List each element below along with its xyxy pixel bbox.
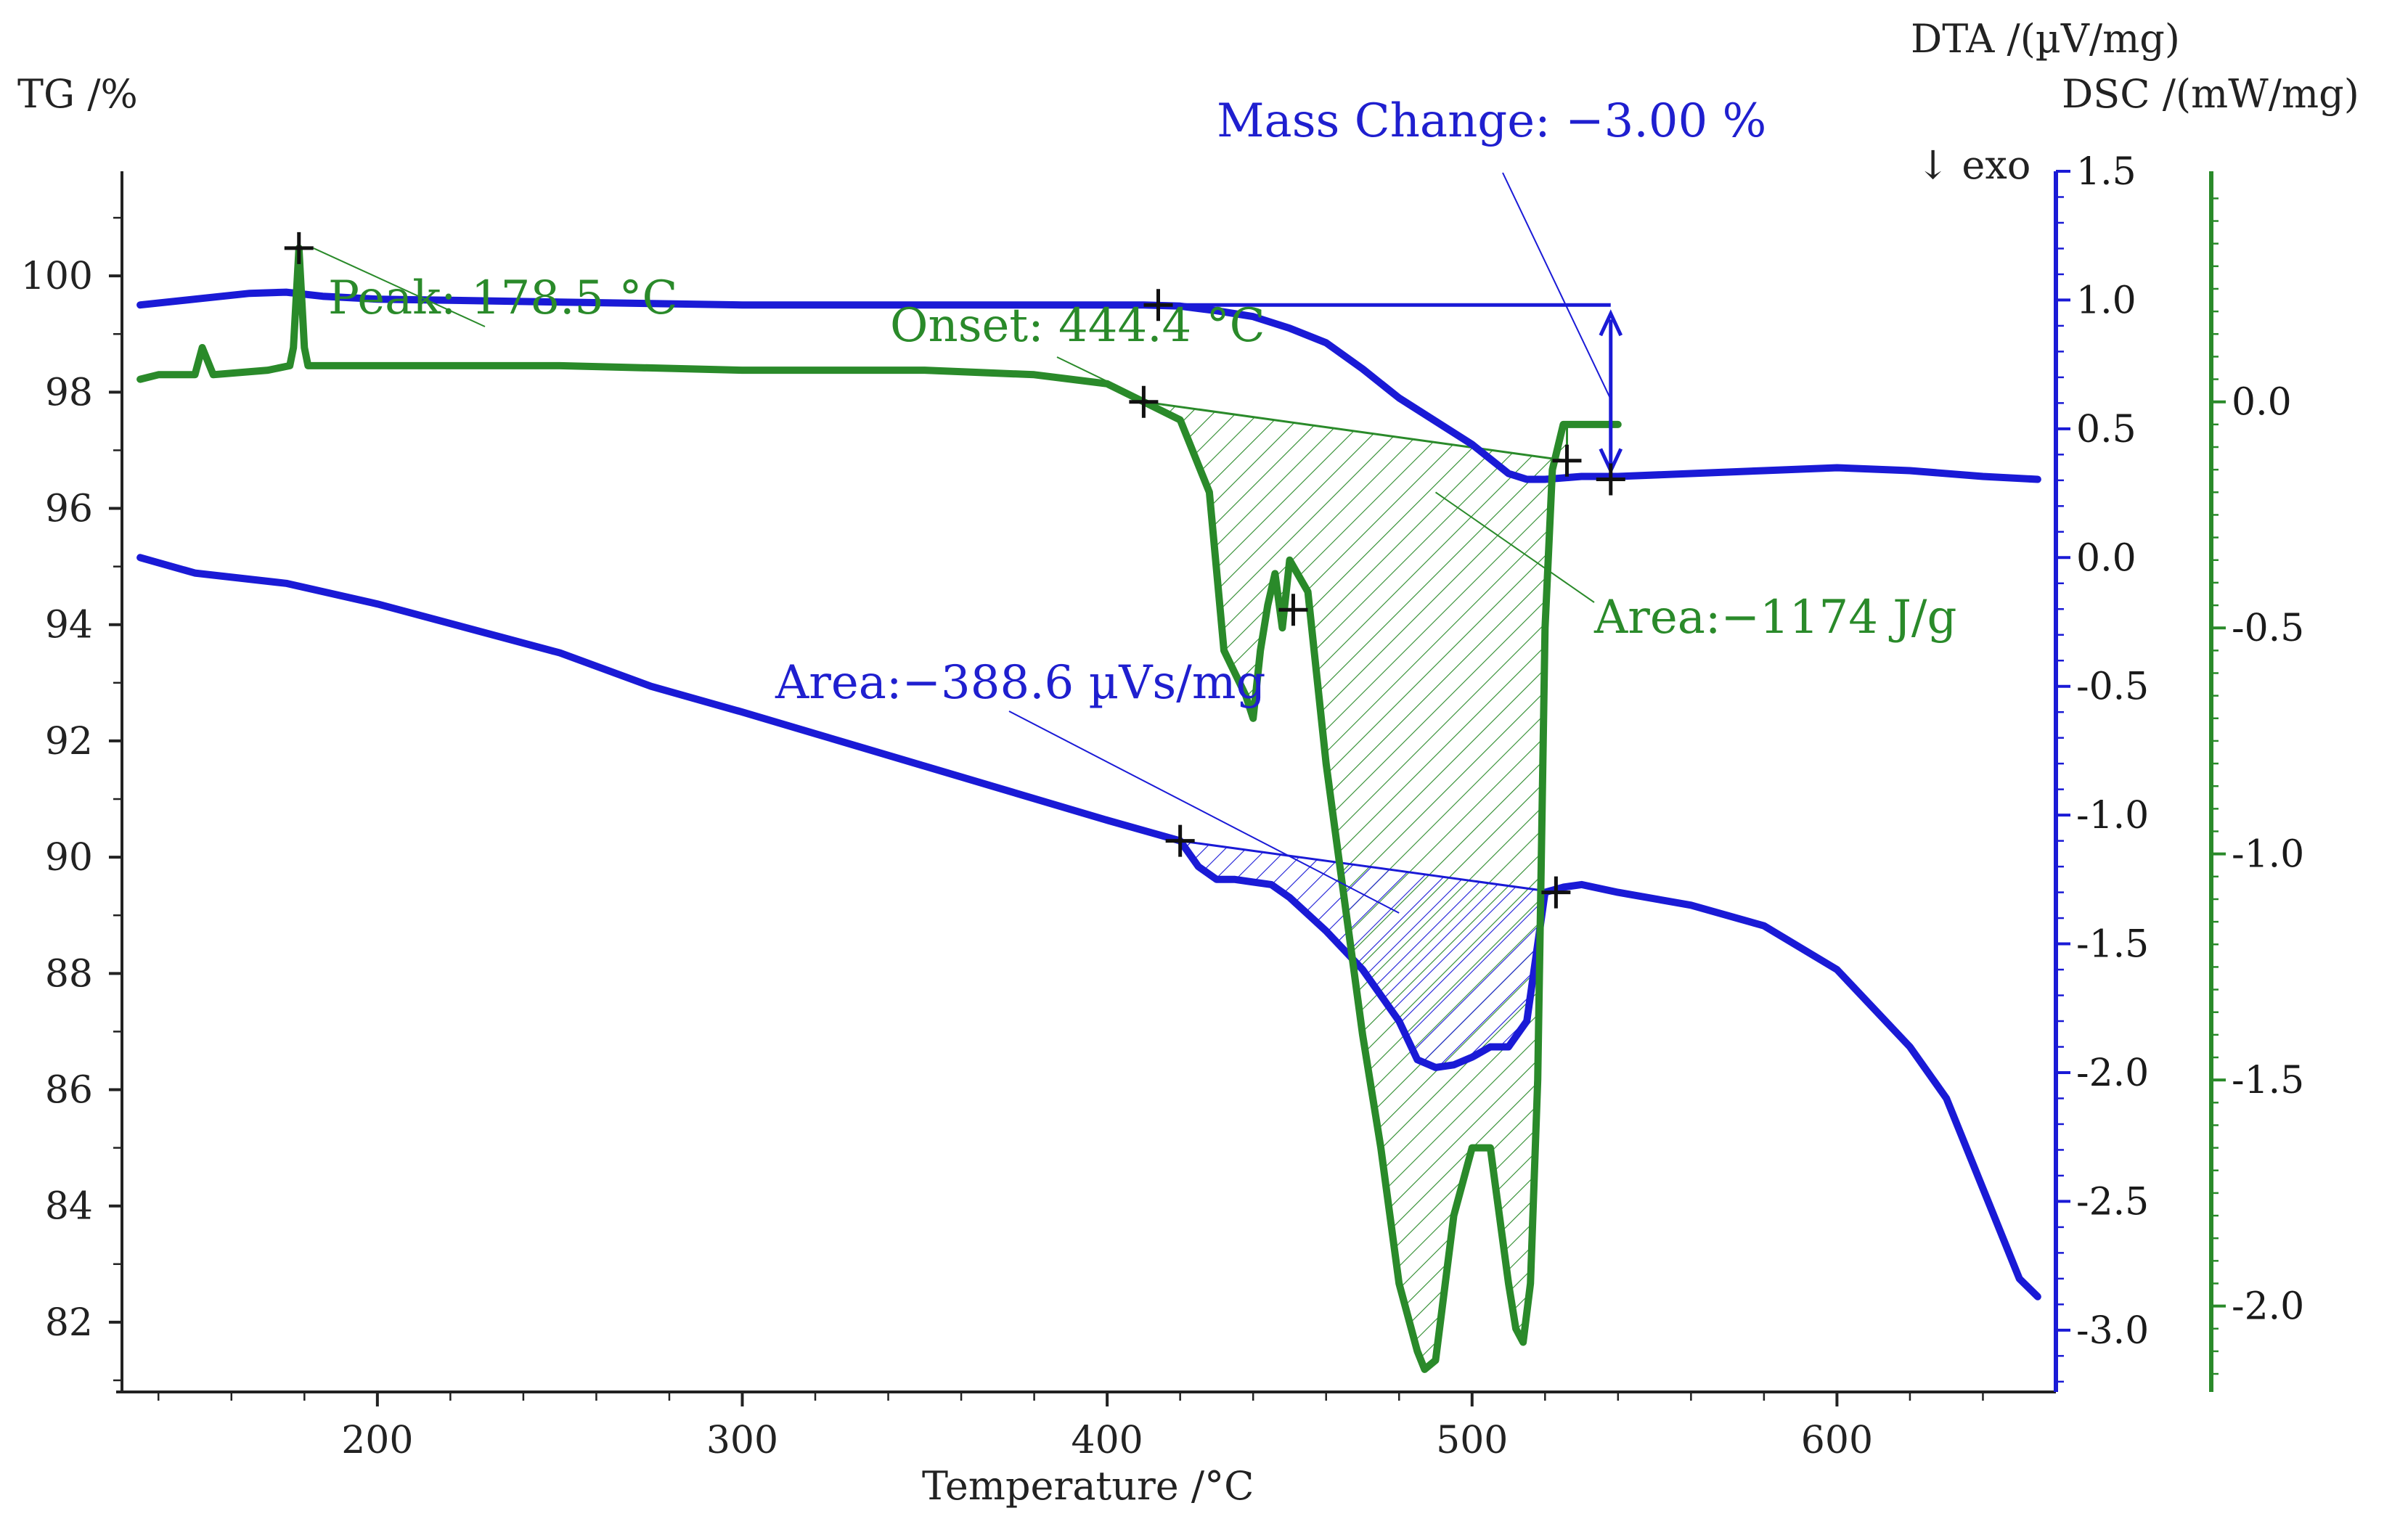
tg-tick-label: 96	[45, 488, 93, 531]
peak-label: Peak: 178.5 °C	[328, 271, 677, 325]
dsc-tick-label: 0.0	[2232, 381, 2292, 425]
dsc-tick-label: -1.0	[2232, 833, 2304, 877]
x-tick-label: 600	[1801, 1419, 1873, 1462]
dsc-axis-label: DSC /(mW/mg)	[2062, 71, 2359, 117]
tg-line	[136, 288, 2041, 483]
tg-tick-label: 100	[21, 255, 93, 298]
tg-tick-label: 82	[45, 1301, 93, 1345]
x-tick-label: 200	[341, 1419, 413, 1462]
tg-tick-label: 92	[45, 720, 93, 763]
dta-tick-label: -0.5	[2076, 665, 2149, 709]
peak-cross	[284, 232, 314, 264]
x-tick-label: 300	[706, 1419, 778, 1462]
dta-area-label: Area:−388.6 µVs/mg	[775, 656, 1265, 710]
dta-line	[136, 554, 2041, 1301]
x-tick-label: 400	[1071, 1419, 1143, 1462]
mass-change-leader	[1502, 172, 1612, 400]
mass-start-cross	[1143, 289, 1173, 321]
dta-tick-label: 0.5	[2076, 408, 2136, 451]
annotation-lines	[284, 172, 1625, 914]
ticks-layer: 200 300 400 500 600 100 98 96 94 92 90 88 86 84 82 1.5 1…	[21, 150, 2305, 1462]
dsc-area-label: Area:−1174 J/g	[1593, 591, 1956, 644]
dsc-area-mid-cross	[1278, 594, 1308, 626]
dsc-tick-label: -1.5	[2232, 1059, 2304, 1102]
dsc-tick-label: -0.5	[2232, 607, 2304, 650]
dsc-area-end-cross	[1552, 444, 1582, 477]
dta-tick-label: 1.5	[2076, 150, 2136, 194]
dta-tick-label: 0.0	[2076, 536, 2136, 580]
onset-cross	[1129, 385, 1159, 418]
dsc-area-leader	[1434, 491, 1595, 603]
mass-change-arrowhead-up	[1599, 309, 1623, 337]
tg-tick-label: 88	[45, 952, 93, 996]
tg-tick-label: 86	[45, 1069, 93, 1113]
axes	[116, 171, 2213, 1393]
tg-tick-label: 98	[45, 371, 93, 414]
dta-area-end-cross	[1541, 876, 1571, 909]
tg-axis-label: TG /%	[17, 71, 138, 117]
dta-tick-label: -1.5	[2076, 923, 2149, 967]
x-tick-label: 500	[1436, 1419, 1508, 1462]
dsc-line	[136, 244, 1622, 1373]
dta-tick-label: -2.5	[2076, 1180, 2149, 1224]
dta-area-leader	[1008, 710, 1400, 914]
mass-change-label: Mass Change: −3.00 %	[1217, 94, 1766, 148]
peak-leader	[313, 247, 486, 327]
dta-tick-label: -2.0	[2076, 1052, 2149, 1095]
dta-axis-label: DTA /(µV/mg)	[1911, 16, 2180, 62]
tg-tick-label: 84	[45, 1185, 93, 1229]
dta-tick-label: -3.0	[2076, 1309, 2149, 1353]
x-axis-label: Temperature /°C	[922, 1463, 1254, 1509]
exo-marker: ↓ exo	[1917, 142, 2030, 188]
series-lines	[136, 244, 2041, 1373]
onset-leader	[1056, 356, 1144, 400]
dta-area-start-cross	[1165, 824, 1195, 857]
mass-end-cross	[1596, 463, 1625, 496]
dta-tick-label: 1.0	[2076, 279, 2136, 322]
onset-label: Onset: 444.4 °C	[890, 299, 1265, 353]
dsc-tick-label: -2.0	[2232, 1285, 2304, 1329]
dta-tick-label: -1.0	[2076, 794, 2149, 837]
tg-tick-label: 94	[45, 604, 93, 647]
tg-tick-label: 90	[45, 836, 93, 880]
